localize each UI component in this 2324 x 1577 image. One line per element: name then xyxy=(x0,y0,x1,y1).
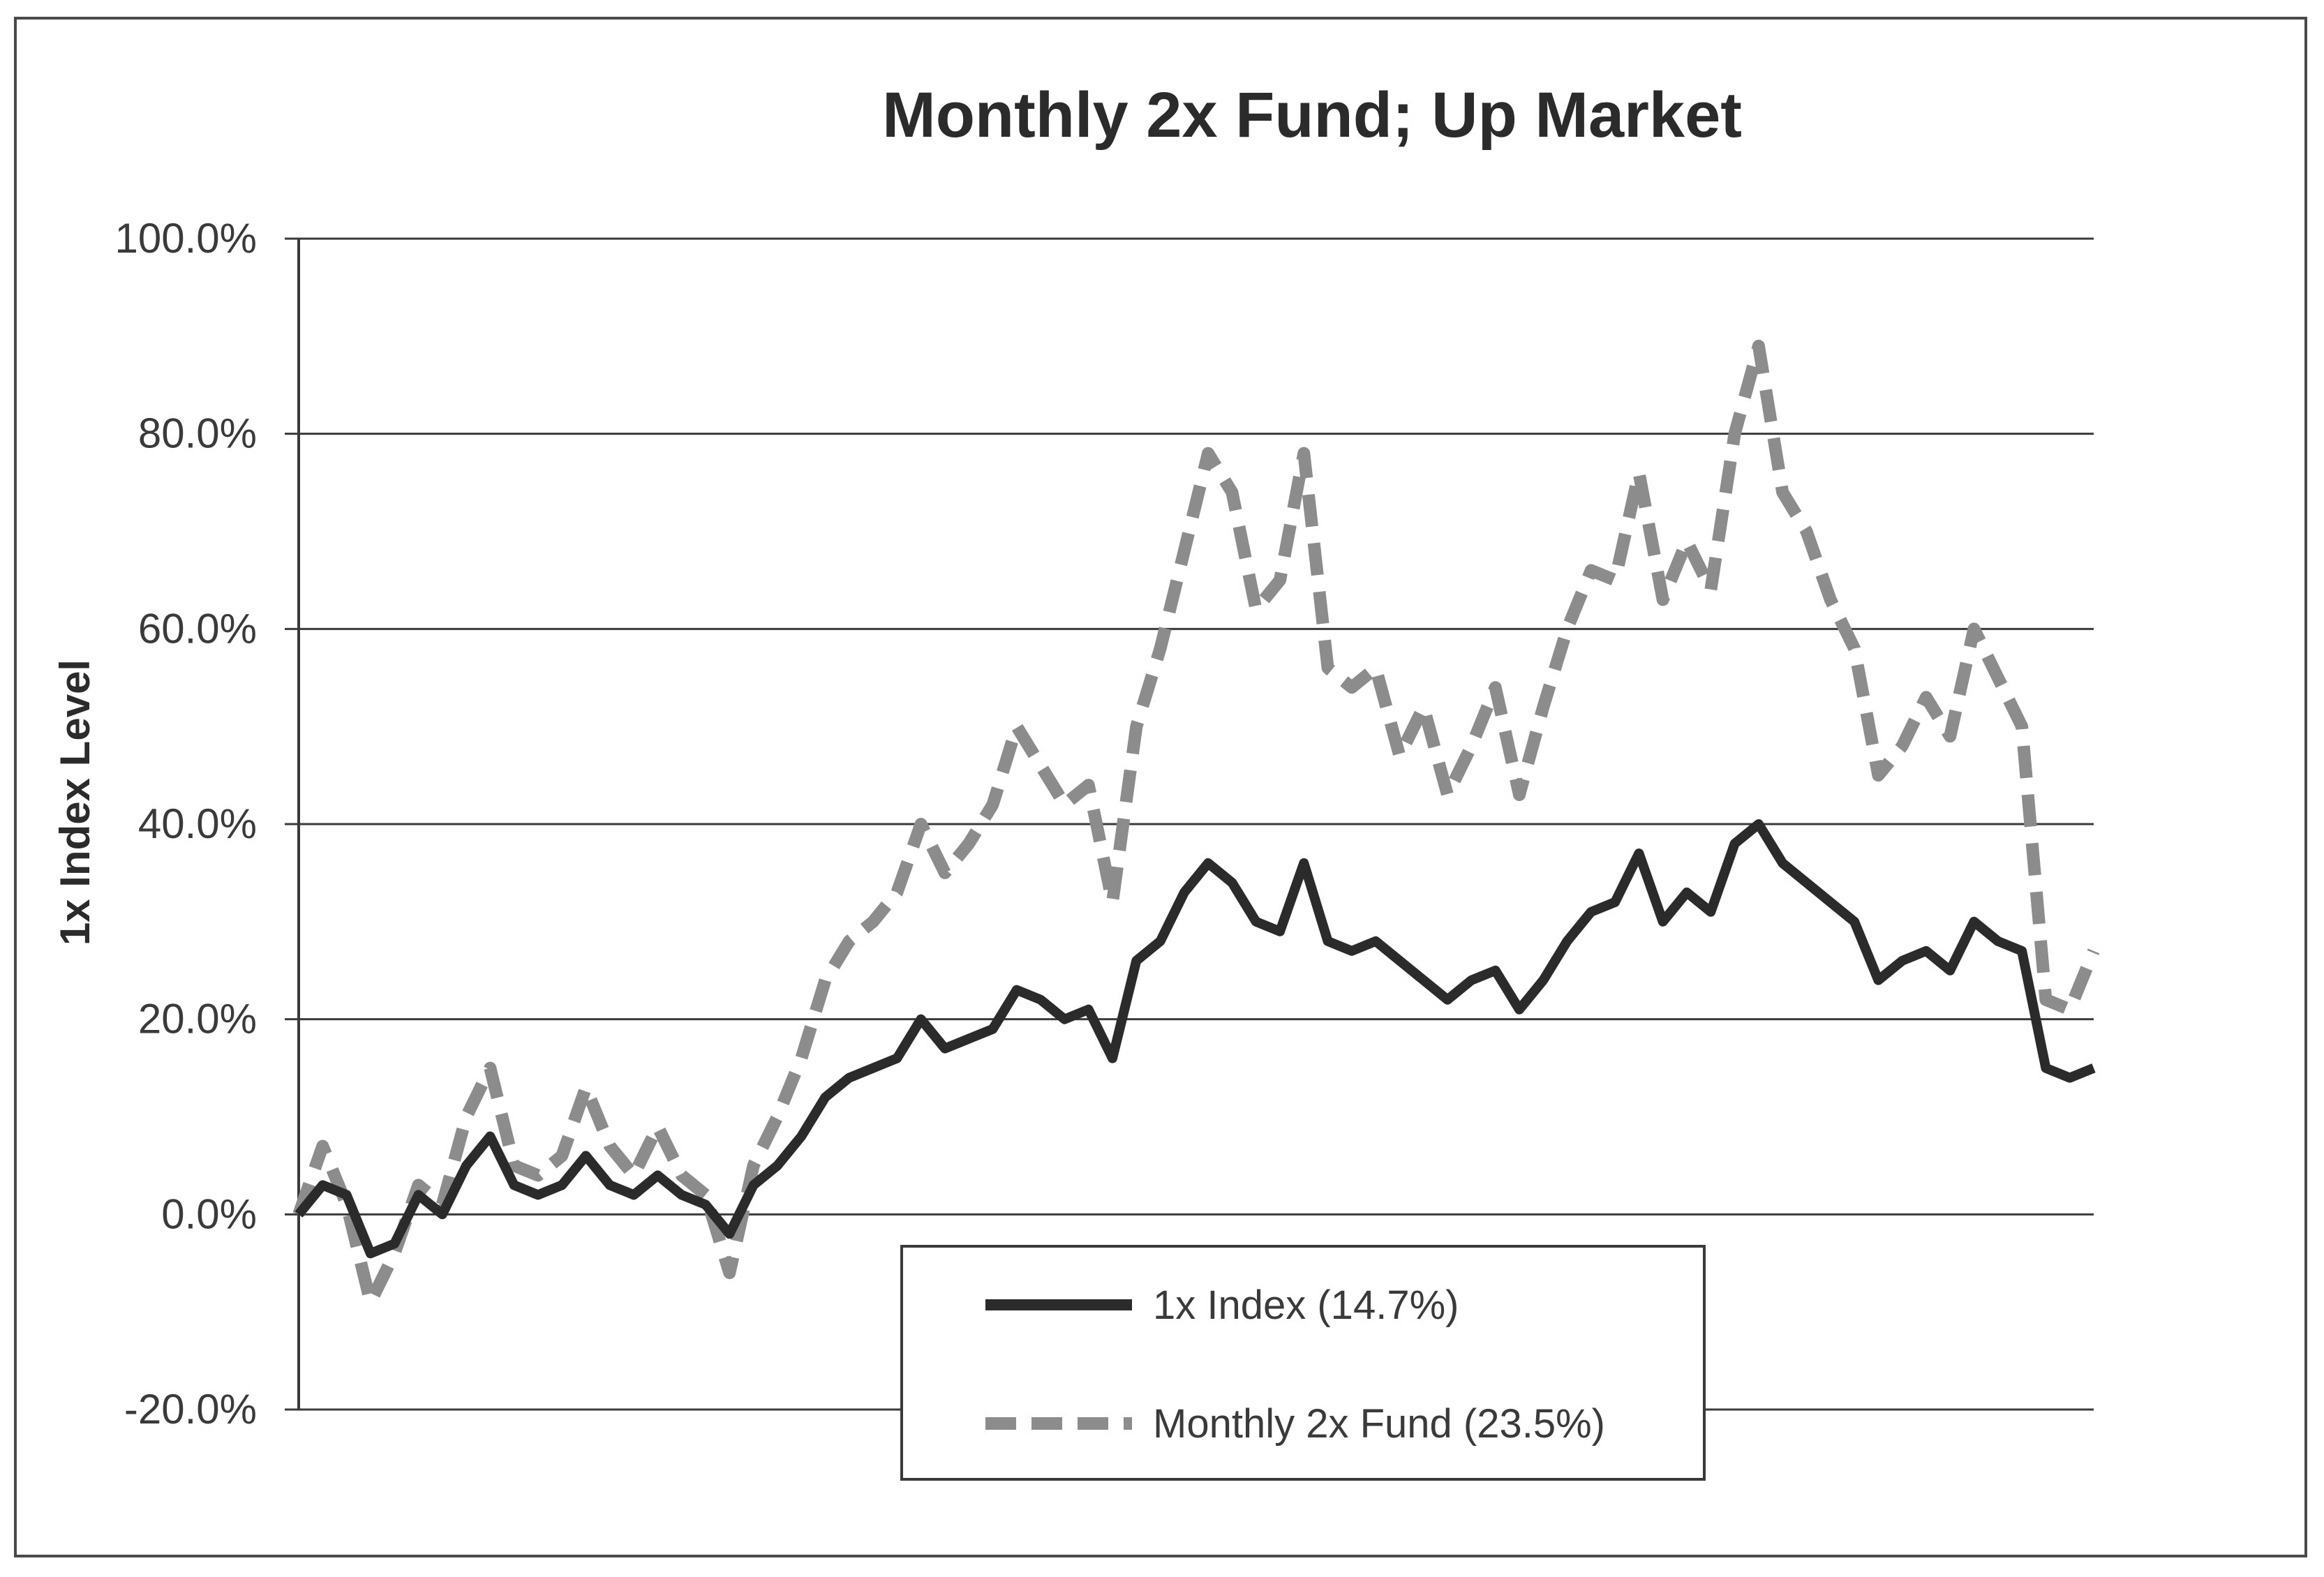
y-tick-label: 0.0% xyxy=(161,1190,257,1237)
chart-title: Monthly 2x Fund; Up Market xyxy=(882,80,1742,151)
y-axis-label: 1x Index Level xyxy=(52,659,98,946)
y-tick-label: -20.0% xyxy=(124,1386,257,1433)
gridlines xyxy=(285,237,2094,1411)
y-tick-labels: 100.0% 80.0% 60.0% 40.0% 20.0% 0.0% -20.0% xyxy=(115,215,258,1433)
y-tick-label: 80.0% xyxy=(138,410,257,457)
y-tick-label: 60.0% xyxy=(138,605,257,652)
legend: 1x Index (14.7%) Monthly 2x Fund (23.5%) xyxy=(900,1245,1706,1481)
y-tick-label: 40.0% xyxy=(138,800,257,847)
y-tick-label: 20.0% xyxy=(138,996,257,1042)
legend-label-monthly-2x-fund: Monthly 2x Fund (23.5%) xyxy=(1153,1401,1605,1447)
series-line-1x-index xyxy=(295,819,2096,1259)
legend-box xyxy=(900,1245,1706,1481)
series-lines xyxy=(292,339,2100,1309)
legend-label-1x-index: 1x Index (14.7%) xyxy=(1153,1283,1459,1328)
series-line-monthly-2x-fund xyxy=(292,339,2100,1309)
y-tick-label: 100.0% xyxy=(115,215,258,262)
